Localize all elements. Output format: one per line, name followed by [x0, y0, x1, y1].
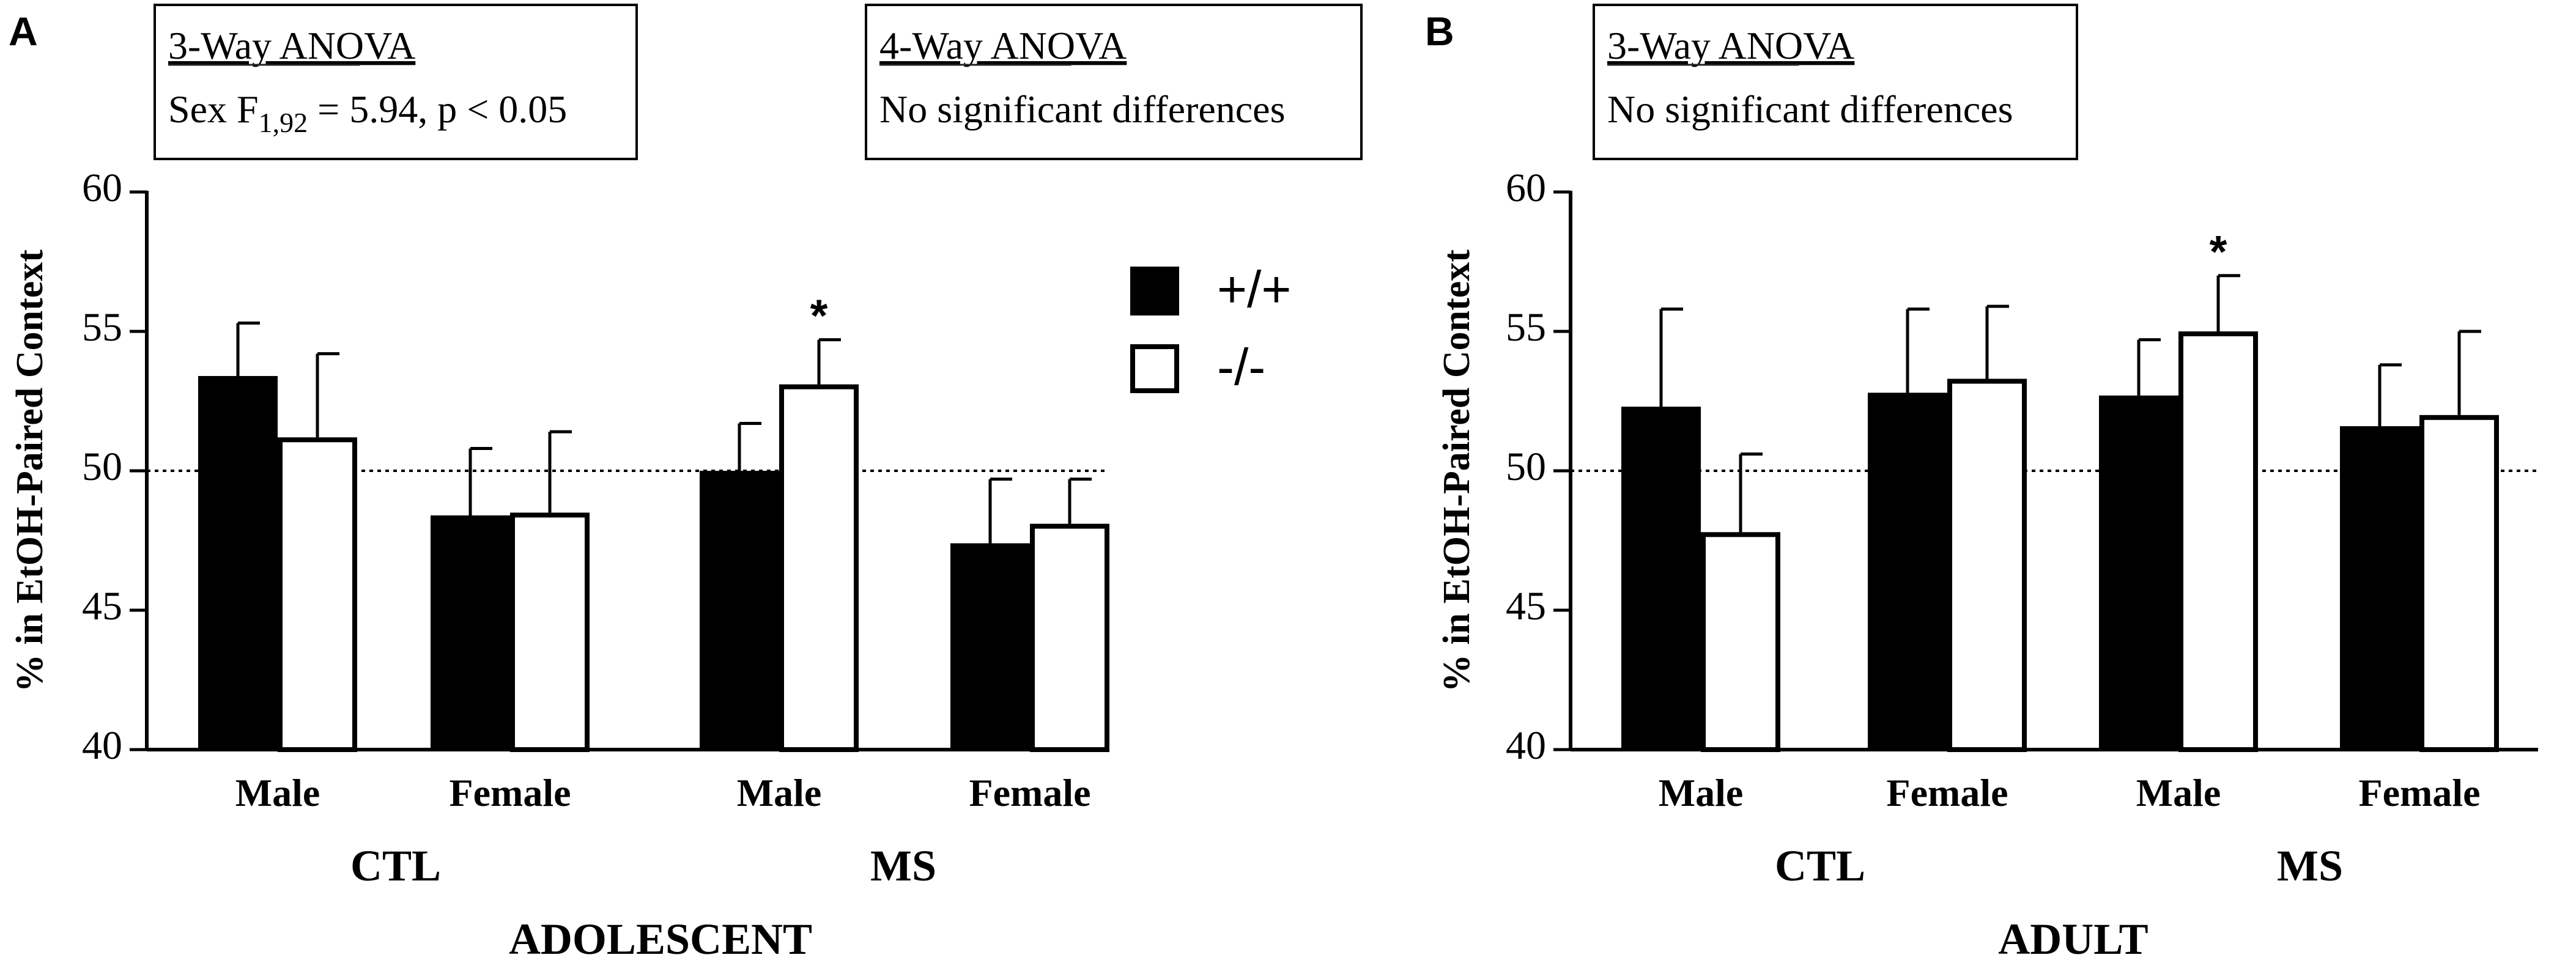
panel-a: A 3-Way ANOVA Sex F1,92 = 5.94, p < 0.05 4-… — [9, 4, 1363, 963]
anova-title: 3-Way ANOVA — [168, 24, 415, 67]
anova-result: No significant differences — [1607, 87, 2013, 131]
y-axis-label: % in EtOH-Paired Context — [1436, 249, 1478, 692]
group-label: CTL — [1775, 841, 1865, 890]
y-tick-label: 55 — [82, 305, 122, 350]
anova-result: Sex F1,92 = 5.94, p < 0.05 — [168, 87, 567, 138]
y-tick-label: 60 — [1506, 166, 1546, 210]
y-tick-label: 50 — [1506, 445, 1546, 489]
bar-wildtype — [950, 543, 1030, 750]
anova-result-main: No significant differences — [1607, 87, 2013, 131]
anova-result-main: No significant differences — [879, 87, 1285, 131]
bar-wildtype — [431, 515, 510, 750]
x-category-label: Male — [235, 771, 320, 814]
bar-knockout — [1947, 378, 2027, 752]
legend-label: +/+ — [1217, 260, 1291, 318]
bar-knockout — [510, 512, 590, 753]
x-category-label: Female — [969, 771, 1091, 814]
anova-result: No significant differences — [879, 87, 1285, 131]
anova-result-subscript: 1,92 — [259, 107, 308, 138]
legend-swatch — [1130, 344, 1179, 393]
x-category-label: Male — [1659, 771, 1744, 814]
bar-knockout — [2419, 415, 2499, 752]
x-category-label: Male — [2136, 771, 2221, 814]
legend: +/+ -/- — [1130, 260, 1291, 396]
bar-knockout — [278, 437, 357, 753]
x-category-label: Female — [1887, 771, 2008, 814]
x-axis-title: ADOLESCENT — [509, 915, 812, 963]
group-label: CTL — [350, 841, 441, 890]
panel-label: A — [9, 9, 38, 54]
y-axis-label: % in EtOH-Paired Context — [9, 249, 51, 692]
legend-swatch — [1130, 267, 1179, 315]
bar-knockout — [779, 384, 859, 752]
anova-box: 3-Way ANOVA No significant differences — [1593, 4, 2078, 160]
bar-wildtype — [1868, 393, 1947, 750]
anova-title: 4-Way ANOVA — [879, 24, 1127, 67]
y-tick-label: 40 — [82, 723, 122, 768]
legend-label: -/- — [1217, 338, 1265, 396]
y-tick-label: 45 — [1506, 584, 1546, 629]
significance-mark: * — [2210, 226, 2227, 277]
y-tick-label: 60 — [82, 166, 122, 210]
group-label: MS — [2277, 841, 2343, 890]
bar-wildtype — [1621, 407, 1701, 750]
bar-knockout — [2178, 331, 2258, 752]
panel-label: B — [1425, 9, 1454, 54]
anova-box-border — [865, 4, 1363, 160]
bar-knockout — [1701, 532, 1780, 752]
anova-box: 4-Way ANOVA No significant differences — [865, 4, 1363, 160]
y-tick-label: 55 — [1506, 305, 1546, 350]
y-tick-label: 45 — [82, 584, 122, 629]
anova-box: 3-Way ANOVA Sex F1,92 = 5.94, p < 0.05 — [154, 4, 638, 160]
x-category-label: Female — [2359, 771, 2481, 814]
panel-b: B 3-Way ANOVA No significant differences % … — [1425, 4, 2538, 963]
significance-mark: * — [810, 290, 828, 341]
bar-wildtype — [2340, 426, 2419, 750]
x-category-label: Male — [737, 771, 822, 814]
anova-result-rest: = 5.94, p < 0.05 — [308, 87, 567, 131]
anova-title: 3-Way ANOVA — [1607, 24, 1854, 67]
bar-wildtype — [700, 471, 779, 750]
x-category-label: Female — [450, 771, 571, 814]
y-tick-label: 40 — [1506, 723, 1546, 768]
bar-wildtype — [198, 375, 278, 750]
group-label: MS — [870, 841, 936, 890]
bar-wildtype — [2099, 395, 2178, 750]
y-tick-label: 50 — [82, 445, 122, 489]
anova-result-main: Sex F — [168, 87, 259, 131]
anova-box-border — [154, 4, 638, 160]
bar-knockout — [1030, 523, 1109, 752]
anova-box-border — [1593, 4, 2078, 160]
x-axis-title: ADULT — [1998, 915, 2148, 963]
